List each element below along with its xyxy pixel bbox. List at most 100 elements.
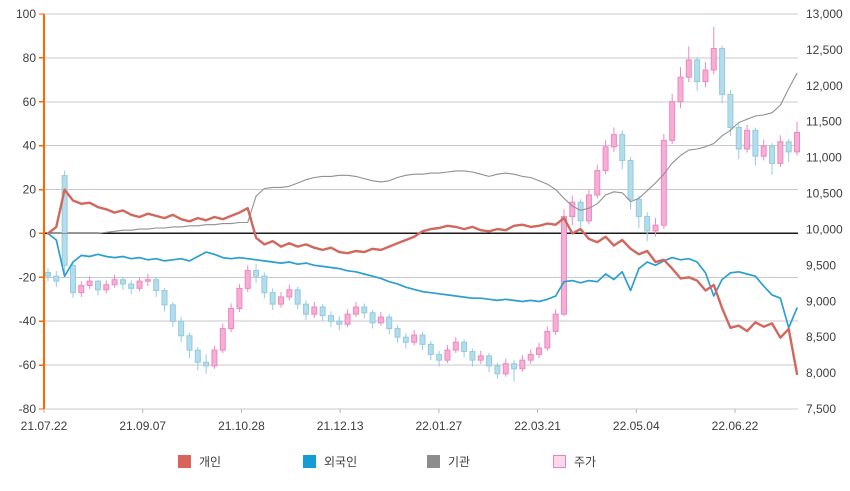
candle-body [719,47,726,95]
candle-body [444,349,451,361]
candle-body [203,361,210,367]
candle-body [236,287,243,309]
candle-body [619,134,626,162]
x-axis-label: 21.12.13 [317,419,364,433]
candle-body [560,216,567,315]
candle-body [228,307,235,330]
candle-body [211,349,218,367]
candle-body [569,201,576,218]
candle-body [194,349,201,363]
right-axis-label: 12,500 [806,43,843,57]
candle-body [186,335,193,351]
right-axis-label: 10,000 [806,222,843,236]
chart-legend: 개인 외국인 기관 주가 [0,454,850,480]
right-axis-label: 8,000 [806,366,836,380]
left-axis-label: -80 [19,402,37,416]
candle-body [552,313,559,332]
x-axis-label: 22.06.22 [712,419,759,433]
candle-body [45,272,51,277]
x-axis-label: 22.05.04 [613,419,660,433]
candle-body [502,363,509,375]
candle-body [302,303,309,315]
individual-swatch-icon [178,455,191,468]
right-axis-label: 13,000 [806,7,843,21]
candle-body [219,328,226,351]
candle-body [86,280,93,286]
right-axis-label: 11,000 [806,151,842,165]
grid-lines [44,13,798,410]
candle-body [386,316,393,330]
institution-swatch-icon [427,455,440,468]
left-axis-label: 60 [23,95,37,109]
series-line-1 [47,232,798,329]
candle-body [53,275,60,282]
candle-body [419,334,426,345]
left-axis-label: 80 [23,51,37,65]
candle-body [710,47,717,71]
series-line-2 [47,72,798,234]
candle-body [511,363,518,370]
candle-body [136,280,143,289]
candle-body [144,279,151,282]
candle-body [361,306,368,314]
candle-body [760,145,767,157]
legend-label-price: 주가 [574,455,597,469]
candle-body [644,216,651,232]
legend-item-individual: 개인 [178,454,221,469]
left-axis-label: 100 [16,7,36,21]
candle-body [111,279,118,286]
right-axis-label: 9,500 [806,258,836,272]
candle-body [294,289,301,305]
x-axis: 21.07.22 21.09.07 21.10.28 21.12.13 22.01.27… [21,409,759,433]
right-axis-label: 11,500 [806,115,842,129]
candle-body [103,284,110,291]
candle-body [436,353,443,361]
right-axis-label: 9,000 [806,294,836,308]
left-axis-label: -40 [19,314,37,328]
legend-label-foreigner: 외국인 [324,455,358,469]
legend-label-individual: 개인 [199,455,222,469]
right-axis-label: 7,500 [806,402,836,416]
candle-body [286,289,293,298]
x-axis-label: 22.03.21 [514,419,561,433]
x-axis-label: 21.09.07 [119,419,166,433]
left-axis-label: 40 [23,139,37,153]
candle-body [519,359,526,370]
legend-item-institution: 기관 [427,454,470,469]
candle-body [261,275,268,294]
candle-body [602,146,609,172]
candle-body [153,279,160,291]
x-axis-label: 21.07.22 [21,419,68,433]
candle-body [253,269,260,277]
candle-body [477,355,484,361]
candle-body [269,292,276,305]
candle-body [344,313,351,325]
candle-body [394,328,401,338]
candle-body [785,141,792,153]
candle-body [494,365,501,375]
candle-body [669,101,676,141]
candle-body [677,76,684,103]
series-line-0 [46,188,799,376]
left-axis-label: -60 [19,358,37,372]
candle-body [377,316,384,324]
candle-body [794,132,800,153]
candle-body [685,59,692,78]
x-axis-label: 21.10.28 [218,419,265,433]
left-axis-label: -20 [19,270,37,284]
candle-body [577,201,584,222]
candle-body [327,315,334,322]
candle-body [735,126,742,150]
right-axis-label: 12,000 [806,79,843,93]
candle-body [594,170,601,196]
candle-body [336,320,343,325]
legend-label-institution: 기관 [448,455,471,469]
candle-body [627,160,634,200]
right-axis: 13,000 12,500 12,000 11,500 11,000 10,500 10,0… [806,7,843,416]
foreigner-swatch-icon [303,455,316,468]
candle-body [128,283,135,289]
price-swatch-icon [553,455,566,468]
candle-body [69,264,76,294]
